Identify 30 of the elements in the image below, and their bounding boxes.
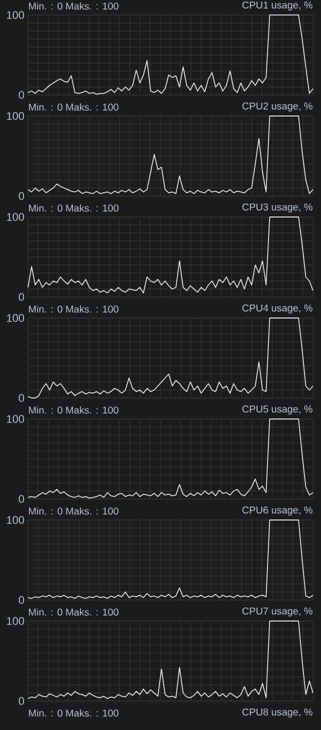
chart-title: CPU1 usage, % [242, 1, 312, 10]
y-tick-label: 0 [18, 697, 24, 705]
y-tick-label: 0 [18, 596, 24, 604]
chart-title: CPU3 usage, % [242, 203, 312, 212]
y-tick-label: 100 [7, 516, 24, 524]
y-tick-label: 100 [7, 213, 24, 221]
chart-subtitle: Min. : 0 Maks. : 100 [29, 406, 118, 414]
text: CPU8 usage, % [242, 708, 312, 718]
chart-title: CPU6 usage, % [242, 506, 312, 516]
chart-subtitle: Min. : 0 Maks. : 100 [29, 204, 118, 212]
y-tick-label: 0 [18, 192, 24, 200]
text: Min. : 0 Maks. : 100 [29, 709, 118, 717]
chart-subtitle: Min. : 0 Maks. : 100 [29, 507, 118, 515]
y-tick-label: 100 [7, 112, 24, 120]
chart-title: CPU4 usage, % [242, 304, 312, 314]
chart-subtitle: Min. : 0 Maks. : 100 [29, 608, 118, 616]
chart-title: CPU7 usage, % [242, 607, 312, 616]
y-tick-label: 100 [7, 415, 24, 423]
y-tick-label: 100 [7, 314, 24, 322]
y-tick-label: 100 [7, 617, 24, 625]
chart-title: CPU5 usage, % [242, 405, 312, 414]
y-tick-label: 0 [18, 293, 24, 301]
chart-subtitle: Min. : 0 Maks. : 100 [29, 305, 118, 313]
chart-subtitle: Min. : 0 Maks. : 100 [29, 2, 118, 10]
chart-subtitle: Min. : 0 Maks. : 100 [29, 103, 118, 111]
y-tick-label: 100 [7, 11, 24, 19]
y-tick-label: 0 [18, 394, 24, 402]
y-tick-label: 0 [18, 495, 24, 503]
y-tick-label: 0 [18, 91, 24, 99]
chart-title: CPU2 usage, % [242, 102, 312, 112]
